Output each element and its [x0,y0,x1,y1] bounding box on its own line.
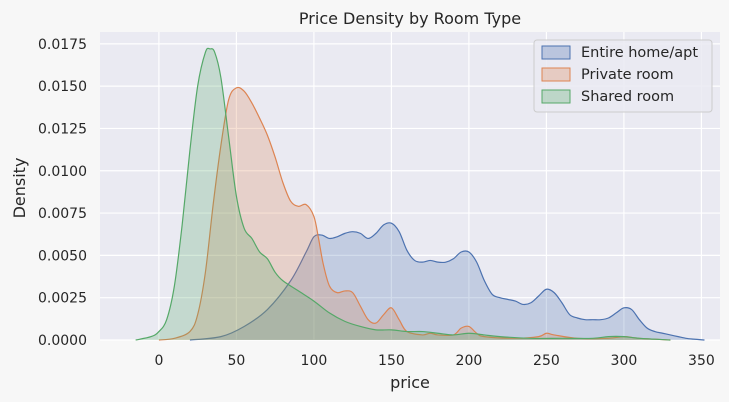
legend-swatch [541,45,571,60]
density-line-shared-room [135,47,671,341]
density-line-private-room [158,86,671,341]
x-tick-label: 50 [227,353,245,369]
density-areas [135,47,705,341]
area-fill-shared-room [135,48,671,340]
y-tick-label: 0.0175 [38,37,87,53]
legend-swatch [541,67,571,82]
legend-label: Entire home/apt [581,45,698,61]
x-axis-label: price [390,373,430,392]
area-fill-entire-home-apt [189,222,705,340]
x-axis-ticks: 0 50 100 150 200 250 300 350 [154,353,714,369]
density-line-entire-home-apt [189,222,705,341]
x-tick-label: 300 [611,353,638,369]
y-tick-label: 0.0050 [38,248,87,264]
y-tick-label: 0.0150 [38,79,87,95]
x-tick-label: 250 [533,353,560,369]
legend-label: Private room [581,67,674,83]
legend-box [533,39,713,113]
area-fill-private-room [158,87,671,341]
legend-label: Shared room [581,89,674,105]
y-tick-label: 0.0100 [38,164,87,180]
y-axis-label: Density [10,158,29,219]
x-tick-label: 200 [456,353,483,369]
x-tick-label: 100 [301,353,328,369]
x-tick-label: 150 [378,353,405,369]
x-tick-label: 0 [154,353,163,369]
chart-title: Price Density by Room Type [299,9,521,28]
y-axis-ticks: 0.0000 0.0025 0.0050 0.0075 0.0100 0.0125 0.01… [38,37,87,349]
y-tick-label: 0.0075 [38,206,87,222]
y-tick-label: 0.0000 [38,333,87,349]
y-tick-label: 0.0125 [38,121,87,137]
y-tick-label: 0.0025 [38,291,87,307]
legend: Entire home/apt Private room Shared room [533,39,713,113]
x-tick-label: 350 [688,353,715,369]
legend-swatch [541,89,571,104]
